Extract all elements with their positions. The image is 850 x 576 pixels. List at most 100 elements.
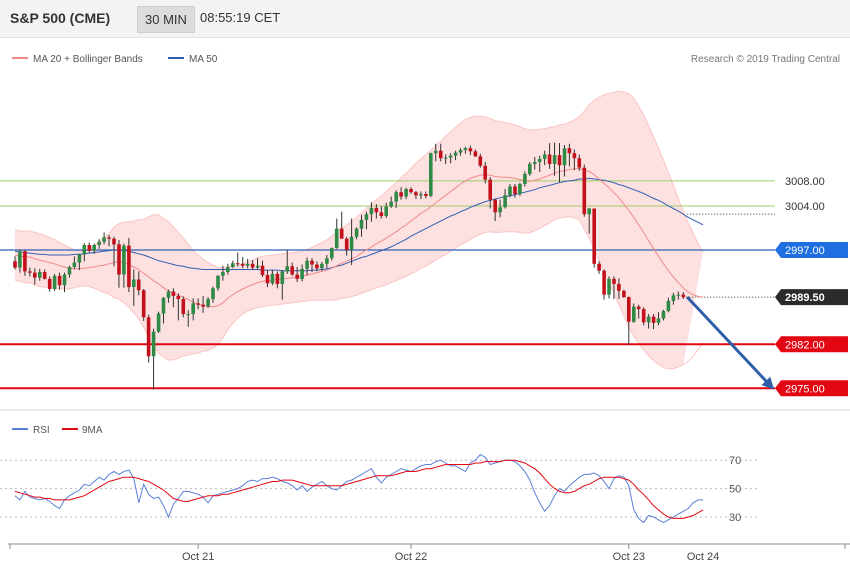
candle-body (132, 279, 136, 287)
candle-body (310, 260, 314, 265)
candle-body (161, 297, 166, 314)
candle-body (478, 156, 483, 166)
candle-body (349, 236, 354, 250)
timeframe-button[interactable]: 30 MIN (137, 6, 195, 33)
candle-body (92, 245, 96, 251)
header-bar: S&P 500 (CME) 30 MIN 08:55:19 CET (0, 0, 850, 38)
candle-body (656, 318, 661, 323)
candle-body (97, 241, 101, 245)
candle-body (136, 279, 141, 291)
candle-body (424, 194, 428, 196)
x-axis-label: Oct 21 (182, 551, 214, 563)
candle-body (646, 316, 651, 323)
candle-body (453, 152, 458, 156)
candle-body (508, 186, 512, 196)
candle-body (627, 297, 631, 322)
candle-body (414, 192, 418, 196)
candle-body (206, 299, 210, 307)
candle-body (602, 270, 606, 295)
candle-body (344, 238, 349, 250)
candle-body (557, 155, 562, 166)
candle-body (300, 268, 304, 279)
candle-body (171, 291, 176, 296)
bollinger-band (14, 90, 704, 370)
x-axis-label: Oct 22 (395, 551, 427, 563)
candle-body (636, 306, 641, 310)
rsi-legend-label: RSI (33, 425, 50, 436)
candle-body (622, 290, 626, 298)
candle-body (473, 151, 478, 157)
candle-body (592, 208, 596, 264)
candle-body (429, 153, 433, 196)
ma20-legend-label: MA 20 + Bollinger Bands (33, 54, 143, 65)
candle-body (419, 194, 423, 196)
candle-body (572, 153, 577, 159)
candle-body (82, 245, 87, 255)
timestamp: 08:55:19 CET (200, 10, 281, 25)
candle-body (632, 306, 636, 322)
candle-body (384, 206, 388, 216)
candle-body (681, 294, 686, 298)
candle-body (666, 300, 671, 311)
candle-body (582, 167, 587, 215)
candle-body (443, 157, 448, 159)
candle-body (597, 263, 601, 271)
candle-body (612, 278, 616, 284)
candle-body (339, 228, 344, 239)
level-tag-2997.00 (775, 242, 848, 258)
copyright-note: Research © 2019 Trading Central (691, 54, 840, 65)
candle-body (542, 154, 547, 159)
level-label-2982.00: 2982.00 (785, 339, 825, 351)
candle-body (166, 291, 171, 298)
candle-body (320, 263, 324, 269)
current-price-label: 2989.50 (785, 292, 825, 304)
candle-body (47, 278, 52, 289)
candle-body (260, 265, 265, 276)
candle-body (641, 309, 646, 323)
ma50-legend-label: MA 50 (189, 54, 218, 65)
candle-body (38, 272, 42, 278)
candle-body (181, 299, 186, 315)
candle-body (176, 295, 181, 299)
candle-body (617, 283, 621, 291)
forecast-arrow-line (686, 296, 772, 387)
candle-body (117, 244, 121, 275)
candle-body (562, 148, 567, 166)
candle-body (33, 272, 37, 278)
candle-body (107, 237, 111, 239)
candle-body (364, 214, 369, 220)
candle-body (211, 288, 215, 299)
candle-body (587, 208, 591, 215)
current-price-tag (775, 289, 848, 306)
level-label-3004.00: 3004.00 (785, 201, 825, 213)
candle-body (330, 248, 334, 259)
rsi-panel: 70 50 30 (0, 453, 760, 524)
instrument-title: S&P 500 (CME) (10, 10, 111, 26)
candle-body (42, 272, 47, 279)
forecast-arrow-head (761, 376, 775, 390)
candle-body (77, 254, 82, 263)
candle-body (72, 262, 77, 267)
candle-body (374, 207, 379, 213)
candle-body (404, 189, 408, 197)
x-axis-label: Oct 24 (687, 551, 719, 563)
candle-body (567, 148, 572, 154)
candle-body (226, 267, 230, 272)
candle-body (607, 278, 611, 295)
candle-body (537, 158, 542, 162)
candle-body (359, 219, 364, 229)
level-tag-2982.00 (775, 336, 848, 353)
candle-body (468, 148, 473, 152)
bollinger-fill (15, 91, 704, 369)
candle-body (438, 150, 443, 159)
forecast (686, 296, 775, 390)
candle-body (23, 251, 27, 272)
candle-body (280, 271, 285, 284)
candle-body (221, 272, 225, 276)
candle-body (216, 275, 220, 289)
candle-body (265, 275, 270, 284)
level-label-2997.00: 2997.00 (785, 245, 825, 257)
candle-body (528, 163, 532, 174)
candle-body (231, 263, 235, 267)
